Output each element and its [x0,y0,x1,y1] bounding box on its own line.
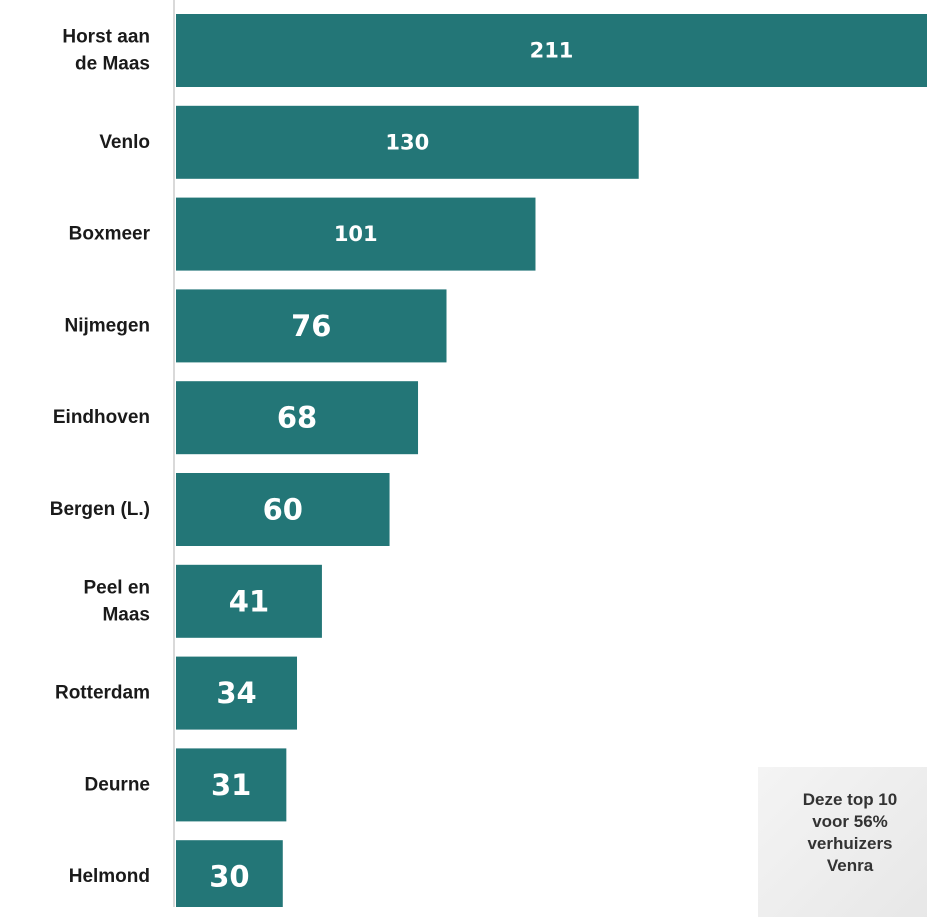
bar [176,105,639,179]
callout-line: verhuizers [807,834,893,853]
category-label: Helmond [69,866,150,887]
bar [176,840,283,907]
bar-value-label: 34 [216,676,256,710]
callout-line: voor 56% [812,812,888,831]
bar-value-label: 60 [263,493,303,527]
bar [176,564,322,638]
callout-text: Deze top 10 voor 56% verhuizers Venra [750,789,927,877]
bar [176,381,419,455]
category-label: Deurne [85,774,150,795]
callout-line: Venra [826,856,874,875]
bar-value-label: 101 [334,222,378,246]
bar [176,748,287,822]
category-label: de Maas [75,54,150,75]
category-label: Maas [102,604,150,625]
bar-value-label: 68 [277,401,317,435]
bar-value-label: 41 [229,584,269,618]
bar-value-label: 30 [209,860,249,894]
bar [176,289,447,363]
bar [176,14,927,87]
category-label: Peel en [83,577,150,598]
category-labels-layer: Horst aan de Maas Venlo Boxmeer Nijmegen Eind… [50,27,151,888]
category-label: Boxmeer [69,224,151,245]
category-label: Horst aan [62,27,150,48]
callout-line: Deze top 10 [802,790,898,809]
bar-value-label: 76 [291,309,331,343]
category-label: Eindhoven [53,407,150,428]
bars-layer [176,14,927,907]
bar-value-label: 31 [211,768,251,802]
category-label: Venlo [99,132,150,153]
bar [176,473,390,546]
bar [176,656,298,730]
bar-value-label: 211 [530,39,574,63]
category-label: Rotterdam [55,683,150,704]
value-labels-layer: 211 130 101 76 68 60 41 34 31 30 [209,39,573,894]
bar [176,197,536,271]
bar-value-label: 130 [385,130,429,154]
summary-callout: Deze top 10 voor 56% verhuizers Venra [758,767,927,917]
category-label: Bergen (L.) [50,499,150,520]
category-label: Nijmegen [64,315,150,336]
